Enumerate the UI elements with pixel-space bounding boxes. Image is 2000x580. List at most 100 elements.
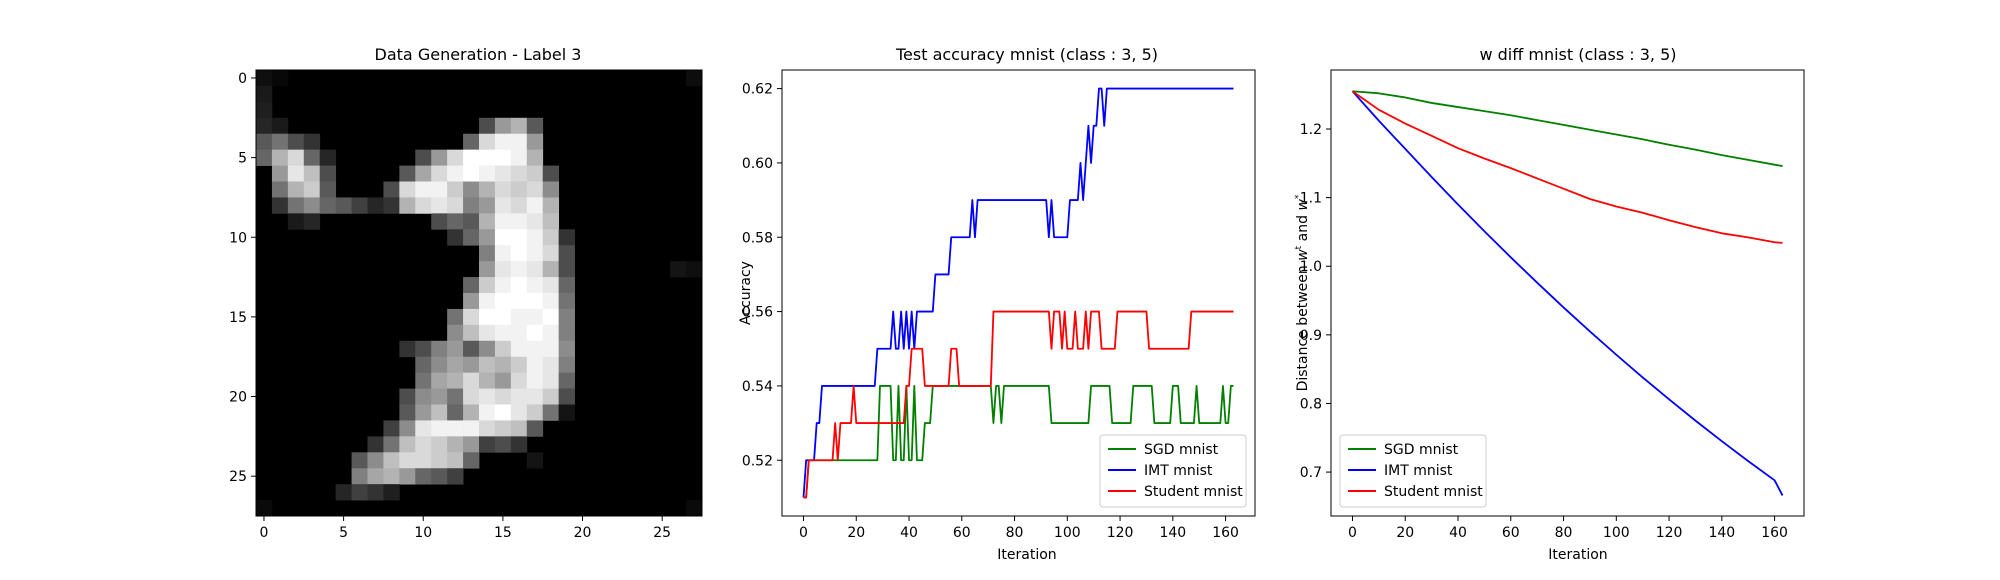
acc-series-sgd-mnist — [803, 385, 1234, 499]
digit-image-pixel — [351, 197, 368, 214]
digit-image-pixel — [558, 245, 575, 262]
digit-image-pixel — [319, 165, 337, 182]
digit-image-pixel — [686, 261, 703, 278]
digit-image-pixel — [447, 452, 464, 469]
digit-image-pixel — [510, 404, 528, 421]
wd-y-tick-label: 1.0 — [1300, 259, 1322, 275]
digit-image-panel: Data Generation - Label 3 0 5 10 15 20 25 0 5 1… — [229, 45, 703, 541]
digit-image-pixel — [463, 324, 480, 342]
digit-image-pixel — [399, 404, 416, 421]
wdiff-y-ticks: 0.7 0.8 0.9 1.0 1.1 1.2 — [1300, 122, 1331, 481]
wd-x-tick-label: 60 — [1502, 525, 1520, 541]
digit-image-pixel — [526, 213, 544, 230]
digit-image-pixel — [526, 356, 544, 374]
digit-image-pixel — [494, 261, 512, 278]
acc-series-student-mnist — [803, 310, 1234, 499]
digit-image-x-tick-label: 15 — [494, 525, 512, 541]
digit-image-pixel — [542, 277, 560, 294]
digit-image-x-tick-label: 5 — [339, 525, 348, 541]
digit-image-pixel — [447, 308, 464, 326]
digit-image-pixel — [542, 308, 560, 326]
digit-image-pixel — [526, 420, 544, 437]
digit-image-pixel — [271, 70, 289, 87]
digit-image-pixel — [494, 245, 512, 262]
acc-y-tick-label: 0.60 — [742, 156, 773, 172]
digit-image-pixel — [287, 197, 305, 214]
digit-image-pixel — [463, 436, 480, 453]
digit-image-pixel — [415, 149, 432, 166]
digit-image-pixel — [494, 181, 512, 198]
digit-image-pixel — [494, 324, 512, 342]
digit-image-pixel — [494, 277, 512, 294]
digit-image-pixel — [399, 436, 416, 453]
digit-image-x-tick-label: 20 — [574, 525, 592, 541]
acc-x-tick-label: 60 — [953, 525, 971, 541]
wd-x-tick-label: 20 — [1396, 525, 1414, 541]
digit-image-pixel — [558, 324, 575, 342]
digit-image-pixel — [447, 149, 464, 166]
acc-y-tick-label: 0.56 — [742, 305, 773, 321]
digit-image-pixel — [367, 468, 384, 485]
digit-image-pixel — [526, 293, 544, 310]
digit-image-pixel — [463, 133, 480, 151]
digit-image-pixel — [542, 245, 560, 262]
digit-image-pixel — [415, 420, 432, 437]
digit-image-pixel — [526, 245, 544, 262]
digit-image-pixel — [415, 165, 432, 182]
acc-legend-label-sgd-mnist: SGD mnist — [1144, 442, 1219, 458]
accuracy-y-label: Accuracy — [738, 261, 754, 325]
digit-image-pixel — [494, 420, 512, 437]
digit-image-pixel — [542, 356, 560, 374]
accuracy-x-ticks: 0 20 40 60 80 100 120 140 160 — [799, 516, 1239, 541]
digit-image-pixel — [431, 356, 448, 374]
digit-image-pixel — [463, 181, 480, 198]
digit-image-pixel — [303, 181, 321, 198]
digit-image-pixel — [431, 436, 448, 453]
digit-image-pixel — [335, 484, 352, 501]
digit-image-x-tick-label: 0 — [260, 525, 269, 541]
acc-legend-label-student-mnist: Student mnist — [1144, 484, 1243, 500]
acc-legend-box — [1099, 434, 1247, 508]
digit-image-pixel — [431, 197, 448, 214]
digit-image-pixel — [558, 372, 575, 389]
accuracy-plot-frame — [781, 69, 1256, 517]
digit-image-pixel — [510, 277, 528, 294]
digit-image-pixel — [510, 324, 528, 342]
digit-image-pixel — [399, 197, 416, 214]
acc-x-tick-label: 0 — [799, 525, 808, 541]
digit-image-pixel — [510, 293, 528, 310]
digit-image-pixel — [510, 229, 528, 246]
wdiff-y-label: Distance between wt and w* — [1294, 194, 1311, 391]
digit-image-pixel — [686, 70, 703, 87]
acc-x-tick-label: 40 — [900, 525, 918, 541]
digit-image-pixel — [447, 324, 464, 342]
digit-image-pixel — [415, 340, 432, 358]
digit-image-pixel — [383, 452, 400, 469]
digit-image-pixel — [367, 484, 384, 501]
digit-image-pixel — [383, 468, 400, 485]
digit-image-pixel — [510, 420, 528, 437]
digit-image-pixel — [431, 404, 448, 421]
wd-x-tick-label: 100 — [1603, 525, 1630, 541]
digit-image-pixel — [558, 340, 575, 358]
digit-image-pixel — [415, 181, 432, 198]
digit-image-pixel — [479, 133, 496, 151]
digit-image-pixel — [494, 388, 512, 405]
digit-image-pixel — [542, 404, 560, 421]
digit-image-pixel — [431, 181, 448, 198]
digit-image-pixel — [558, 356, 575, 374]
digit-image-pixel — [526, 324, 544, 342]
digit-image-pixel — [463, 197, 480, 214]
wdiff-legend: SGD mnist IMT mnist Student mnist — [1339, 434, 1487, 508]
digit-image-pixel — [415, 197, 432, 214]
wd-series-imt-mnist — [1351, 90, 1784, 496]
digit-image-pixel — [431, 420, 448, 437]
digit-image-pixel — [526, 261, 544, 278]
digit-image-y-tick-label: 25 — [229, 469, 247, 485]
digit-image-pixel — [256, 101, 273, 119]
digit-image-pixel — [526, 388, 544, 405]
acc-x-tick-label: 20 — [847, 525, 865, 541]
digit-image-pixel — [526, 277, 544, 294]
digit-image-pixel — [526, 117, 544, 135]
digit-image-pixel — [287, 181, 305, 198]
